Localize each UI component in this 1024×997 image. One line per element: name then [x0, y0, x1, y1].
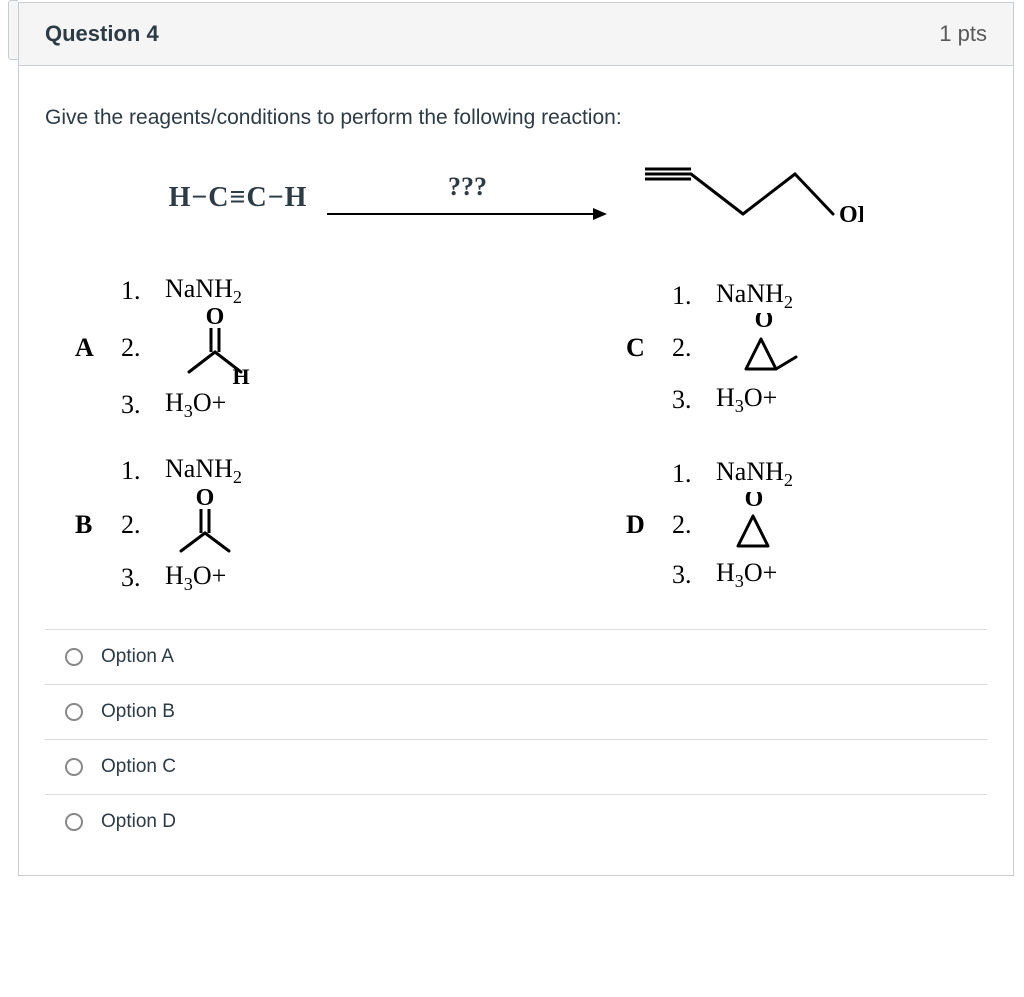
reagent-option-c: C 1.NaNH22.O3.H3O+ — [626, 274, 957, 422]
reagent-step-3: 3.H3O+ — [672, 383, 800, 417]
reagent-option-a: A1.NaNH22.OH3.H3O+ — [75, 274, 406, 422]
answer-option-b[interactable]: Option B — [45, 684, 987, 739]
question-prompt: Give the reagents/conditions to perform … — [45, 106, 987, 130]
svg-text:OH: OH — [839, 202, 863, 228]
molecule-acetone-like-icon: O — [165, 489, 245, 561]
answer-label: Option D — [101, 811, 176, 833]
molecule-ethylene-oxide-icon: O — [716, 492, 786, 558]
product-structure-icon: OH — [633, 158, 863, 238]
reagent-step-3: 3.H3O+ — [121, 388, 255, 422]
radio-icon[interactable] — [65, 648, 83, 666]
reagent-options-grid: A1.NaNH22.OH3.H3O+C1.NaNH22.O3.H3O+B1.Na… — [45, 274, 987, 625]
reagent-step-3: 3.H3O+ — [672, 558, 793, 592]
option-letter: A — [75, 333, 101, 363]
question-points: 1 pts — [939, 21, 987, 47]
reagent-step-1: 1.NaNH2 — [121, 274, 255, 308]
svg-text:O: O — [745, 492, 764, 512]
answer-option-a[interactable]: Option A — [45, 629, 987, 684]
molecule-propylene-oxide-icon: O — [716, 313, 800, 383]
svg-text:H: H — [232, 364, 249, 388]
option-reagents: 1.NaNH22.O3.H3O+ — [672, 457, 793, 591]
option-reagents: 1.NaNH22.O3.H3O+ — [672, 279, 800, 417]
option-reagents: 1.NaNH22.OH3.H3O+ — [121, 274, 255, 422]
reagent-step-2: 2.O — [121, 489, 245, 561]
reagent-step-1: 1.NaNH2 — [672, 457, 793, 491]
radio-icon[interactable] — [65, 703, 83, 721]
reagent-step-2: 2.O — [672, 313, 800, 383]
reagent-step-2: 2.O — [672, 492, 793, 558]
option-letter: B — [75, 510, 101, 540]
option-reagents: 1.NaNH22.O3.H3O+ — [121, 454, 245, 594]
question-side-tab — [8, 0, 18, 60]
question-header: Question 4 1 pts — [19, 3, 1013, 66]
question-card: Question 4 1 pts Give the reagents/condi… — [18, 2, 1014, 876]
option-letter: C — [626, 333, 652, 363]
reagent-step-1: 1.NaNH2 — [121, 454, 245, 488]
answers-list: Option A Option B Option C Option D — [45, 629, 987, 849]
question-title: Question 4 — [45, 21, 159, 47]
answer-label: Option B — [101, 701, 175, 723]
answer-label: Option C — [101, 756, 176, 778]
reagent-step-2: 2.OH — [121, 308, 255, 388]
reaction-arrow-block: ??? — [327, 172, 607, 224]
reactant-formula: H−C≡C−H — [169, 182, 308, 214]
reaction-scheme: H−C≡C−H ??? OH — [45, 158, 987, 238]
answer-label: Option A — [101, 646, 174, 668]
radio-icon[interactable] — [65, 758, 83, 776]
molecule-isobutyraldehyde-icon: OH — [165, 308, 255, 388]
question-body: Give the reagents/conditions to perform … — [19, 66, 1013, 875]
svg-text:O: O — [755, 313, 774, 333]
reagent-step-1: 1.NaNH2 — [672, 279, 800, 313]
reagent-option-b: B 1.NaNH22.O3.H3O+ — [75, 454, 406, 594]
reaction-arrow-icon — [327, 204, 607, 224]
option-letter: D — [626, 510, 652, 540]
radio-icon[interactable] — [65, 813, 83, 831]
answer-option-c[interactable]: Option C — [45, 739, 987, 794]
svg-text:O: O — [206, 308, 225, 330]
svg-text:O: O — [196, 489, 215, 511]
reaction-arrow-label: ??? — [327, 172, 607, 202]
reagent-option-d: D 1.NaNH22.O3.H3O+ — [626, 454, 957, 594]
answer-option-d[interactable]: Option D — [45, 794, 987, 849]
reagent-step-3: 3.H3O+ — [121, 561, 245, 595]
